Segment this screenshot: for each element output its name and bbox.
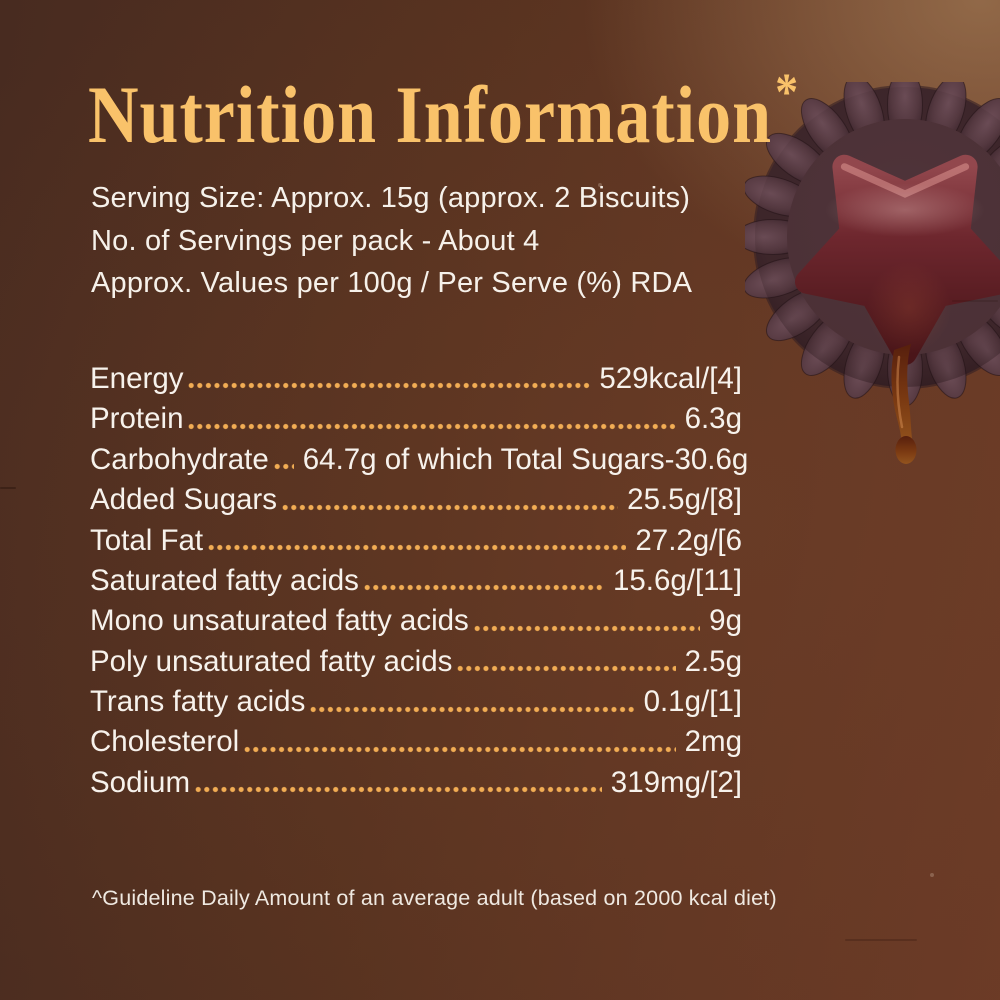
table-row: Sodium 319mg/[2] (90, 759, 742, 799)
nutrient-value: 319mg/[2] (610, 765, 742, 799)
nutrient-value: 6.3g (684, 402, 742, 436)
guideline-footnote: ^Guideline Daily Amount of an average ad… (92, 886, 777, 910)
nutrient-label: Added Sugars (90, 483, 277, 517)
table-row: Total Fat 27.2g/[6 (90, 517, 742, 557)
dot-leader (310, 705, 635, 713)
nutrient-value: 25.5g/[8] (627, 483, 742, 517)
surface-speck (598, 183, 602, 187)
nutrient-value: 529kcal/[4] (599, 361, 742, 395)
nutrient-value: 15.6g/[11] (612, 563, 742, 597)
dot-leader (195, 786, 602, 794)
dot-leader (281, 503, 619, 511)
nutrient-label: Protein (90, 402, 184, 436)
servings-per-pack-line: No. of Servings per pack - About 4 (91, 224, 540, 257)
nutrient-label: Saturated fatty acids (90, 563, 359, 597)
dot-leader (188, 382, 591, 390)
table-row: Protein 6.3g (90, 395, 742, 435)
nutrient-value: 9g (709, 604, 742, 638)
nutrient-value: 27.2g/[6 (635, 523, 742, 557)
dot-leader (188, 422, 676, 430)
page-title: Nutrition Information* (88, 62, 798, 163)
nutrient-label: Total Fat (90, 523, 204, 557)
chocolate-star-biscuit-image (735, 67, 1000, 502)
nutrition-table: Energy 529kcal/[4] Protein 6.3g Carbohyd… (90, 355, 748, 799)
dot-leader (457, 665, 676, 673)
dot-leader (473, 624, 701, 632)
nutrient-value: 2mg (684, 725, 742, 759)
nutrient-value: 64.7g of which Total Sugars-30.6g (302, 442, 749, 476)
surface-scratch (845, 939, 917, 941)
table-row: Trans fatty acids 0.1g/[1] (90, 678, 742, 718)
serving-info: Serving Size: Approx. 15g (approx. 2 Bis… (91, 177, 731, 305)
nutrient-value: 0.1g/[1] (643, 685, 742, 719)
nutrient-value: 2.5g (684, 644, 742, 678)
dot-leader (244, 745, 676, 753)
table-row: Carbohydrate 64.7g of which Total Sugars… (90, 436, 748, 476)
table-row: Added Sugars 25.5g/[8] (90, 476, 742, 516)
title-text: Nutrition Information (88, 71, 773, 161)
values-basis-line: Approx. Values per 100g / Per Serve (%) … (91, 267, 693, 299)
nutrient-label: Carbohydrate (90, 442, 269, 476)
nutrient-label: Mono unsaturated fatty acids (90, 604, 469, 638)
surface-scratch (0, 487, 16, 489)
nutrient-label: Energy (90, 361, 184, 395)
nutrient-label: Sodium (90, 765, 191, 799)
nutrient-label: Cholesterol (90, 725, 240, 759)
surface-speck (930, 873, 934, 877)
table-row: Poly unsaturated fatty acids 2.5g (90, 638, 742, 678)
dot-leader (208, 543, 627, 551)
surface-scratch (952, 300, 998, 302)
table-row: Cholesterol 2mg (90, 719, 742, 759)
nutrient-label: Poly unsaturated fatty acids (90, 644, 453, 678)
serving-size-line: Serving Size: Approx. 15g (approx. 2 Bis… (91, 182, 691, 214)
table-row: Mono unsaturated fatty acids 9g (90, 597, 742, 637)
biscuit-illustration (735, 67, 1000, 464)
dot-leader (273, 463, 294, 471)
nutrient-label: Trans fatty acids (90, 685, 306, 719)
table-row: Saturated fatty acids 15.6g/[11] (90, 557, 742, 597)
table-row: Energy 529kcal/[4] (90, 355, 742, 395)
title-asterisk: * (775, 61, 800, 122)
dot-leader (363, 584, 604, 592)
